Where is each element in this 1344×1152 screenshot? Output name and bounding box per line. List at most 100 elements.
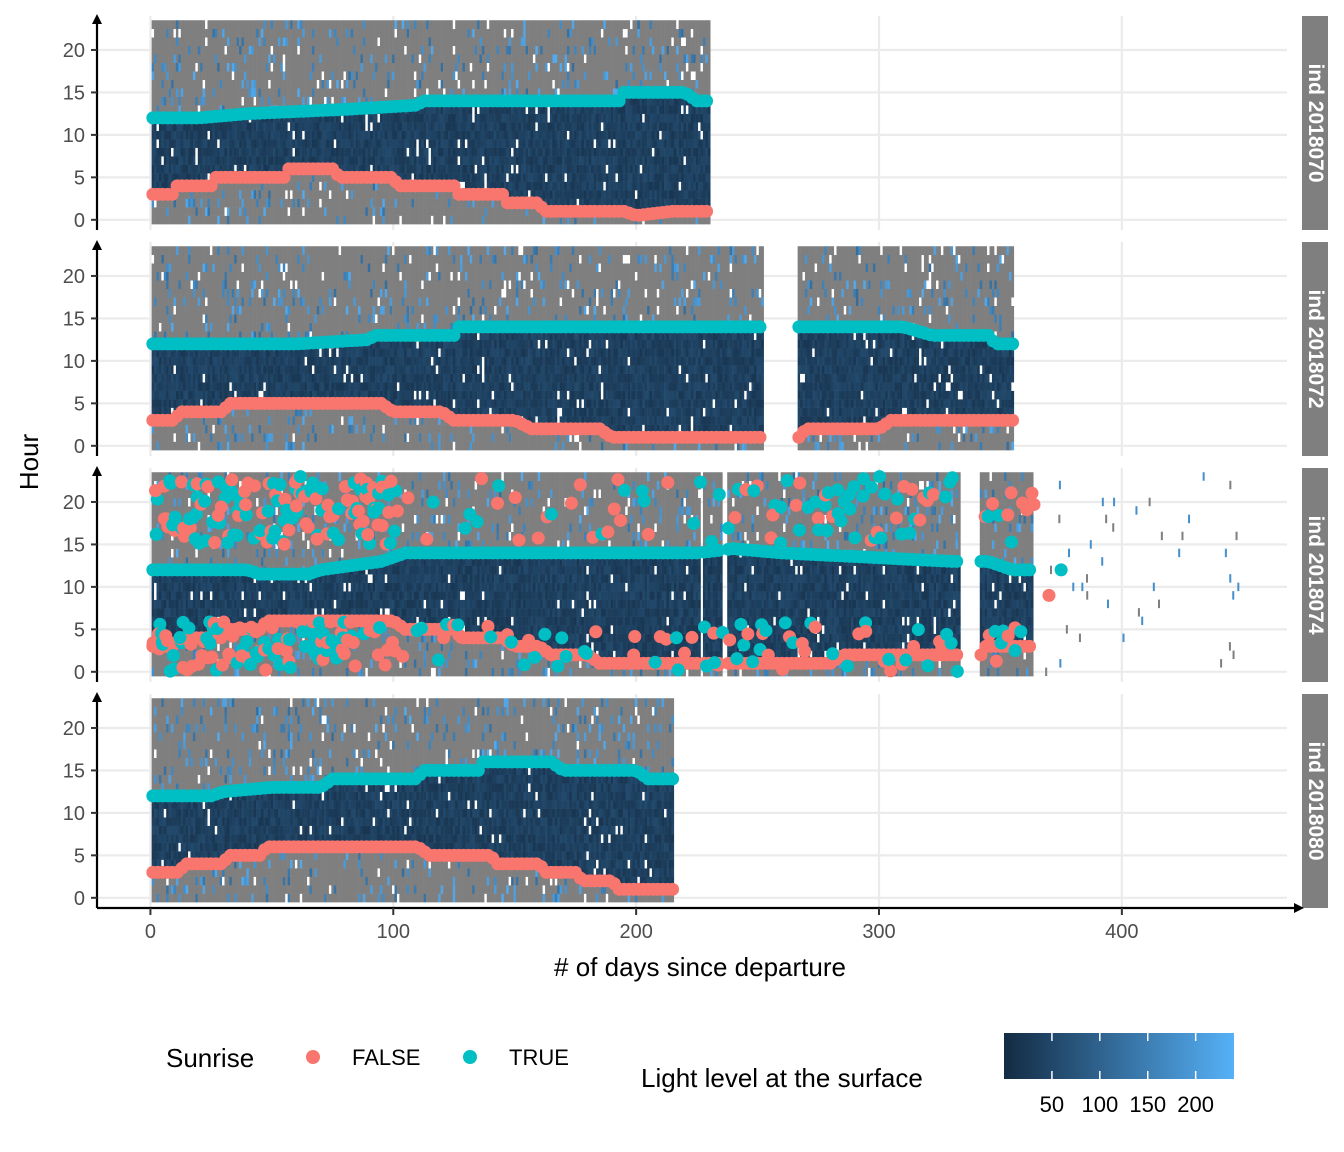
heat-tile xyxy=(516,29,519,38)
heat-tile xyxy=(523,156,526,165)
heat-tile xyxy=(191,46,194,55)
heat-tile xyxy=(477,156,480,165)
heat-tile xyxy=(599,63,602,72)
heat-tile xyxy=(543,80,546,89)
heat-tile xyxy=(183,20,186,29)
heat-tile xyxy=(426,54,429,63)
heat-tile xyxy=(399,71,402,80)
heat-tile xyxy=(521,54,524,63)
heat-tile xyxy=(635,71,638,80)
heat-tile xyxy=(314,80,317,89)
heat-tile xyxy=(514,131,517,140)
heat-tile xyxy=(599,131,602,140)
heat-tile xyxy=(310,207,313,216)
heat-tile xyxy=(565,190,568,199)
heat-tile xyxy=(545,156,548,165)
heat-tile xyxy=(310,139,313,148)
heat-tile xyxy=(518,114,521,123)
heat-tile xyxy=(217,156,220,165)
heat-tile xyxy=(645,71,648,80)
heat-tile xyxy=(540,156,543,165)
heat-tile xyxy=(448,148,451,157)
heat-tile xyxy=(295,80,298,89)
heat-tile xyxy=(448,46,451,55)
heat-tile xyxy=(599,71,602,80)
heat-tile xyxy=(489,37,492,46)
heat-tile xyxy=(608,148,611,157)
heat-tile xyxy=(183,71,186,80)
heat-tile xyxy=(176,71,179,80)
heat-tile xyxy=(300,71,303,80)
heat-tile xyxy=(412,37,415,46)
heat-tile xyxy=(361,156,364,165)
heat-tile xyxy=(535,122,538,131)
heat-tile xyxy=(251,190,254,199)
heat-tile xyxy=(220,29,223,38)
heat-tile xyxy=(297,63,300,72)
heat-tile xyxy=(183,199,186,208)
heat-tile xyxy=(254,190,257,199)
heat-tile xyxy=(319,20,322,29)
heat-tile xyxy=(652,173,655,182)
heat-tile xyxy=(448,165,451,174)
heat-tile xyxy=(161,20,164,29)
heat-tile xyxy=(212,71,215,80)
heat-tile xyxy=(416,37,419,46)
heat-tile xyxy=(193,63,196,72)
heat-tile xyxy=(239,139,242,148)
heat-tile xyxy=(290,63,293,72)
heat-tile xyxy=(416,165,419,174)
heat-tile xyxy=(467,148,470,157)
heat-tile xyxy=(487,131,490,140)
heat-tile xyxy=(650,105,653,114)
heat-tile xyxy=(467,80,470,89)
heat-tile xyxy=(654,131,657,140)
heat-tile xyxy=(642,165,645,174)
heat-tile xyxy=(431,207,434,216)
heat-tile xyxy=(438,148,441,157)
heat-tile xyxy=(489,207,492,216)
heat-tile xyxy=(647,105,650,114)
heat-tile xyxy=(229,139,232,148)
heat-tile xyxy=(263,71,266,80)
heat-tile xyxy=(446,122,449,131)
heat-tile xyxy=(460,37,463,46)
heat-tile xyxy=(302,148,305,157)
heat-tile xyxy=(322,216,325,225)
heat-tile xyxy=(492,29,495,38)
heat-tile xyxy=(341,156,344,165)
heat-tile xyxy=(565,46,568,55)
heat-tile xyxy=(506,20,509,29)
heat-tile xyxy=(344,139,347,148)
heat-tile xyxy=(399,131,402,140)
heat-tile xyxy=(273,80,276,89)
heat-tile xyxy=(543,37,546,46)
heat-tile xyxy=(200,139,203,148)
heat-tile xyxy=(305,88,308,97)
heat-tile xyxy=(419,148,422,157)
heat-tile xyxy=(210,29,213,38)
heat-tile xyxy=(300,63,303,72)
heat-tile xyxy=(630,114,633,123)
heat-tile xyxy=(433,63,436,72)
heat-tile xyxy=(543,122,546,131)
heat-tile xyxy=(608,29,611,38)
heat-tile xyxy=(161,46,164,55)
heat-tile xyxy=(431,216,434,225)
heat-tile xyxy=(586,182,589,191)
heat-tile xyxy=(159,80,162,89)
heat-tile xyxy=(244,71,247,80)
heat-tile xyxy=(569,29,572,38)
heat-tile xyxy=(412,114,415,123)
heat-tile xyxy=(494,207,497,216)
heat-tile xyxy=(487,139,490,148)
heat-tile xyxy=(329,54,332,63)
heat-tile xyxy=(261,148,264,157)
heat-tile xyxy=(266,131,269,140)
heat-tile xyxy=(594,46,597,55)
heat-tile xyxy=(387,114,390,123)
heat-tile xyxy=(577,131,580,140)
heat-tile xyxy=(302,122,305,131)
heat-tile xyxy=(259,139,262,148)
heat-tile xyxy=(186,88,189,97)
